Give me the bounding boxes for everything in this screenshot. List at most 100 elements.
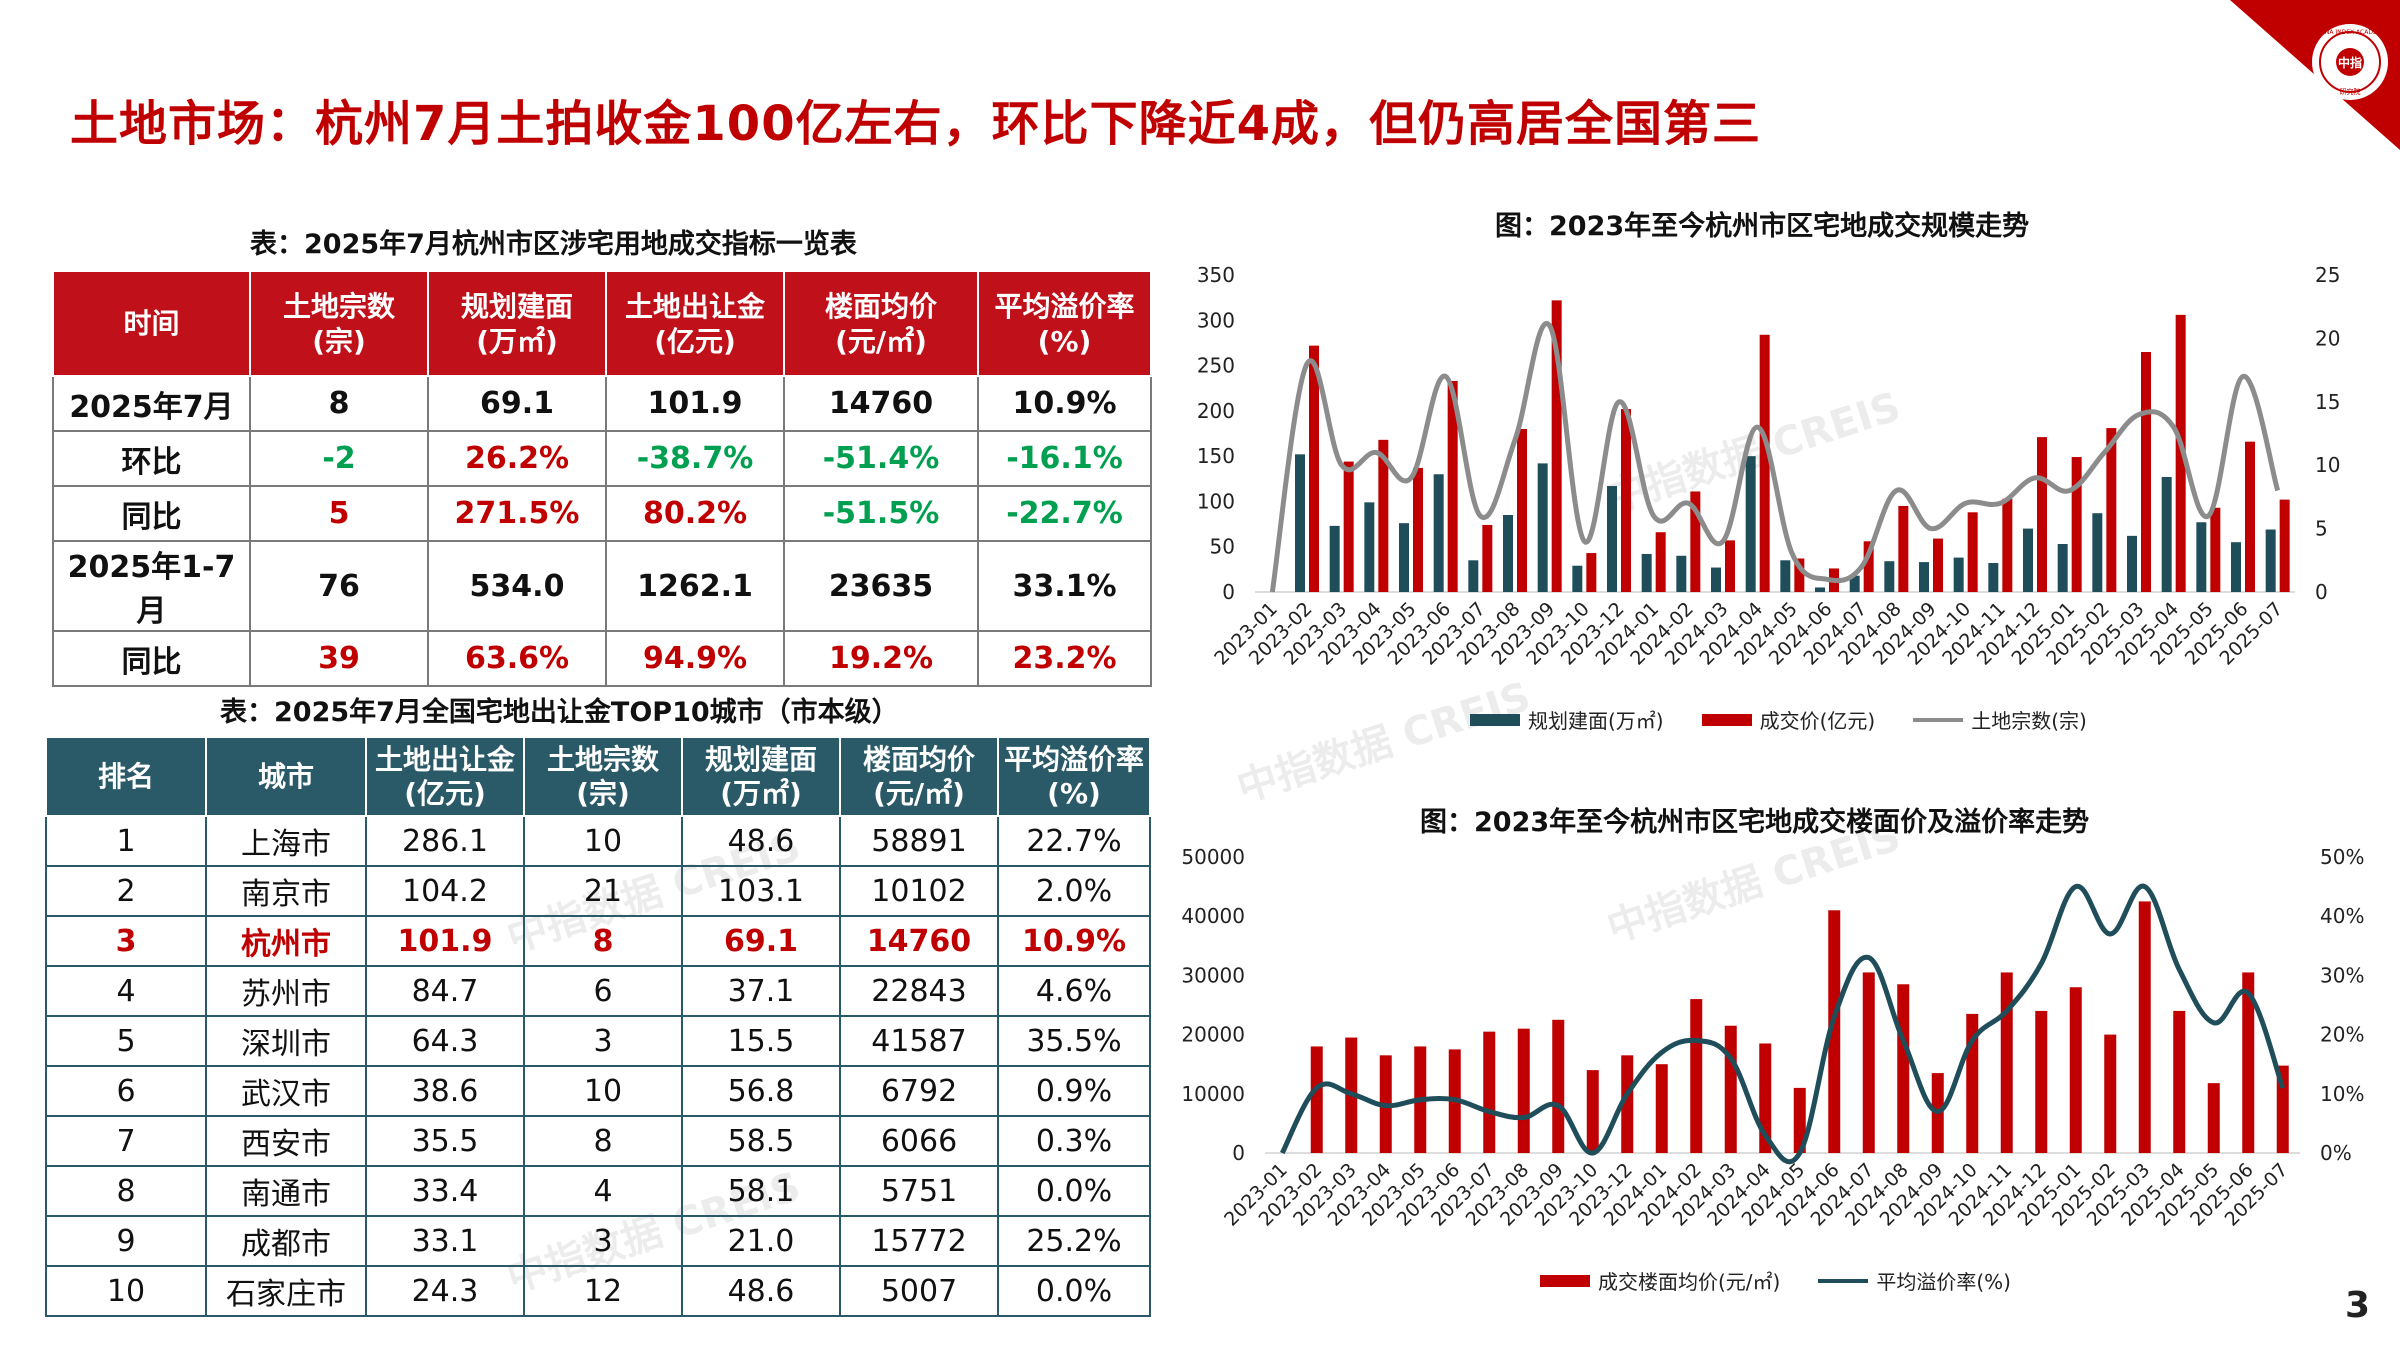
table-cell: 4.6% xyxy=(997,965,1151,1017)
table2-header-unit: (元/㎡) xyxy=(873,776,965,810)
left-tick-label: 50000 xyxy=(1181,845,1245,869)
bar-series-b xyxy=(1310,1046,1323,1153)
right-tick-label: 20% xyxy=(2320,1023,2364,1047)
bar-series-a xyxy=(2127,535,2137,592)
chart1-title: 图：2023年至今杭州市区宅地成交规模走势 xyxy=(1495,211,2030,242)
table-cell: 35.5 xyxy=(365,1115,525,1167)
table-cell: 24.3 xyxy=(365,1265,525,1317)
right-tick-label: 25 xyxy=(2315,263,2340,287)
bar-series-b xyxy=(1413,467,1423,592)
bar-series-a xyxy=(1399,523,1409,592)
bar-series-b xyxy=(1967,512,1978,592)
table-row: 2025年1-7月 76 534.0 1262.1 23635 33.1% xyxy=(52,540,1152,632)
bar-series-b xyxy=(1828,910,1841,1153)
table-cell: -22.7% xyxy=(977,485,1152,542)
table1-header-label: 时间 xyxy=(123,307,180,340)
legend-swatch-area xyxy=(1470,713,1520,726)
legend-swatch-count xyxy=(1913,717,1964,722)
bar-series-b xyxy=(2245,441,2255,592)
table-cell: 杭州市 xyxy=(205,915,367,967)
table-cell: 69.1 xyxy=(427,375,607,432)
table-cell: 58891 xyxy=(839,815,999,867)
table-cell: 6792 xyxy=(839,1065,999,1117)
table-cell: 35.5% xyxy=(997,1015,1151,1067)
table-cell: -38.7% xyxy=(605,430,785,487)
bar-series-a xyxy=(2231,542,2241,592)
table-cell: 3 xyxy=(523,1015,683,1067)
legend-swatch-premium xyxy=(1818,1278,1869,1283)
table-cell: 0.0% xyxy=(997,1165,1151,1217)
bar-series-b xyxy=(2276,1065,2289,1153)
bar-series-b xyxy=(1725,540,1735,592)
left-tick-label: 50 xyxy=(1210,535,1235,559)
table-row: 5 深圳市 64.3 3 15.5 41587 35.5% xyxy=(45,1015,1151,1067)
table2-header-3: 土地宗数 (宗) xyxy=(523,736,683,817)
table-cell: 10102 xyxy=(839,865,999,917)
chart2-legend: 成交楼面均价(元/㎡) 平均溢价率(%) xyxy=(1540,1266,2011,1295)
bar-series-b xyxy=(1586,553,1597,592)
table2-header-4: 规划建面 (万㎡) xyxy=(681,736,841,817)
table-cell: 22.7% xyxy=(997,815,1151,867)
bar-series-b xyxy=(1759,334,1770,592)
table2-header-5: 楼面均价 (元/㎡) xyxy=(839,736,999,817)
bar-series-a xyxy=(1468,560,1479,592)
table-cell: 38.6 xyxy=(365,1065,525,1117)
bar-series-a xyxy=(1537,463,1548,592)
table-cell: 5 xyxy=(249,485,429,542)
right-tick-label: 10 xyxy=(2315,453,2340,477)
table-cell: 武汉市 xyxy=(205,1065,367,1117)
table-cell: 76 xyxy=(249,540,429,632)
bar-series-b xyxy=(1482,524,1493,592)
table-cell: 6 xyxy=(45,1065,207,1117)
table-cell: 15772 xyxy=(839,1215,999,1267)
table1-header-4: 楼面均价 (元/㎡) xyxy=(783,270,979,377)
table2-caption: 表：2025年7月全国宅地出让金TOP10城市（市本级） xyxy=(220,697,899,728)
bar-series-b xyxy=(1898,505,1909,592)
table-cell: 深圳市 xyxy=(205,1015,367,1067)
table-cell: 25.2% xyxy=(997,1215,1151,1267)
table1-header-2: 规划建面 (万㎡) xyxy=(427,270,607,377)
bar-series-b xyxy=(2002,498,2013,592)
right-tick-label: 0% xyxy=(2320,1141,2352,1165)
table2-header-label: 规划建面 xyxy=(704,742,817,776)
table-cell: 10 xyxy=(523,815,683,867)
table-cell: 4 xyxy=(45,965,207,1017)
table-cell: 22843 xyxy=(839,965,999,1017)
line-series xyxy=(1280,883,2286,1165)
left-tick-label: 250 xyxy=(1197,354,1235,378)
table-row: 3 杭州市 101.9 8 69.1 14760 10.9% xyxy=(45,915,1151,967)
table-cell: 84.7 xyxy=(365,965,525,1017)
bar-series-b xyxy=(2207,1083,2220,1153)
table-cell: 3 xyxy=(523,1215,683,1267)
table2-header-label: 楼面均价 xyxy=(862,742,975,776)
right-tick-label: 0 xyxy=(2315,580,2328,604)
bar-series-a xyxy=(1364,502,1375,592)
left-tick-label: 150 xyxy=(1197,444,1235,468)
table1-header-label: 楼面均价 xyxy=(824,289,937,323)
bar-series-b xyxy=(2210,507,2221,592)
hangzhou-land-table: 时间 土地宗数 (宗) 规划建面 (万㎡) 土地出让金 (亿元) 楼面均价 (元/㎡) 平均溢价率… xyxy=(52,270,1152,687)
bar-series-b xyxy=(1655,532,1666,592)
bar-series-a xyxy=(2161,476,2172,592)
table-row: 7 西安市 35.5 8 58.5 6066 0.3% xyxy=(45,1115,1151,1167)
table-cell: 8 xyxy=(523,1115,683,1167)
table-cell: -16.1% xyxy=(977,430,1152,487)
bar-series-b xyxy=(2104,1034,2117,1153)
table-cell: 15.5 xyxy=(681,1015,841,1067)
chart2-title: 图：2023年至今杭州市区宅地成交楼面价及溢价率走势 xyxy=(1420,807,2090,838)
bar-series-b xyxy=(2173,1010,2186,1153)
bar-series-b xyxy=(1862,972,1875,1153)
bar-series-b xyxy=(1690,491,1701,592)
table1-header-unit: (亿元) xyxy=(654,324,736,358)
bar-series-a xyxy=(1641,553,1652,592)
bar-series-a xyxy=(1329,525,1340,592)
table-cell: 南京市 xyxy=(205,865,367,917)
legend-label-area: 规划建面(万㎡) xyxy=(1528,709,1664,733)
table-cell: 23.2% xyxy=(977,630,1152,687)
table1-caption: 表：2025年7月杭州市区涉宅用地成交指标一览表 xyxy=(250,229,857,260)
table1-header-3: 土地出让金 (亿元) xyxy=(605,270,785,377)
chart1-legend: 规划建面(万㎡) 成交价(亿元) 土地宗数(宗) xyxy=(1470,705,2087,734)
table-cell: 3 xyxy=(45,915,207,967)
table1-header-unit: (元/㎡) xyxy=(835,324,927,358)
table-cell: 10 xyxy=(523,1065,683,1117)
